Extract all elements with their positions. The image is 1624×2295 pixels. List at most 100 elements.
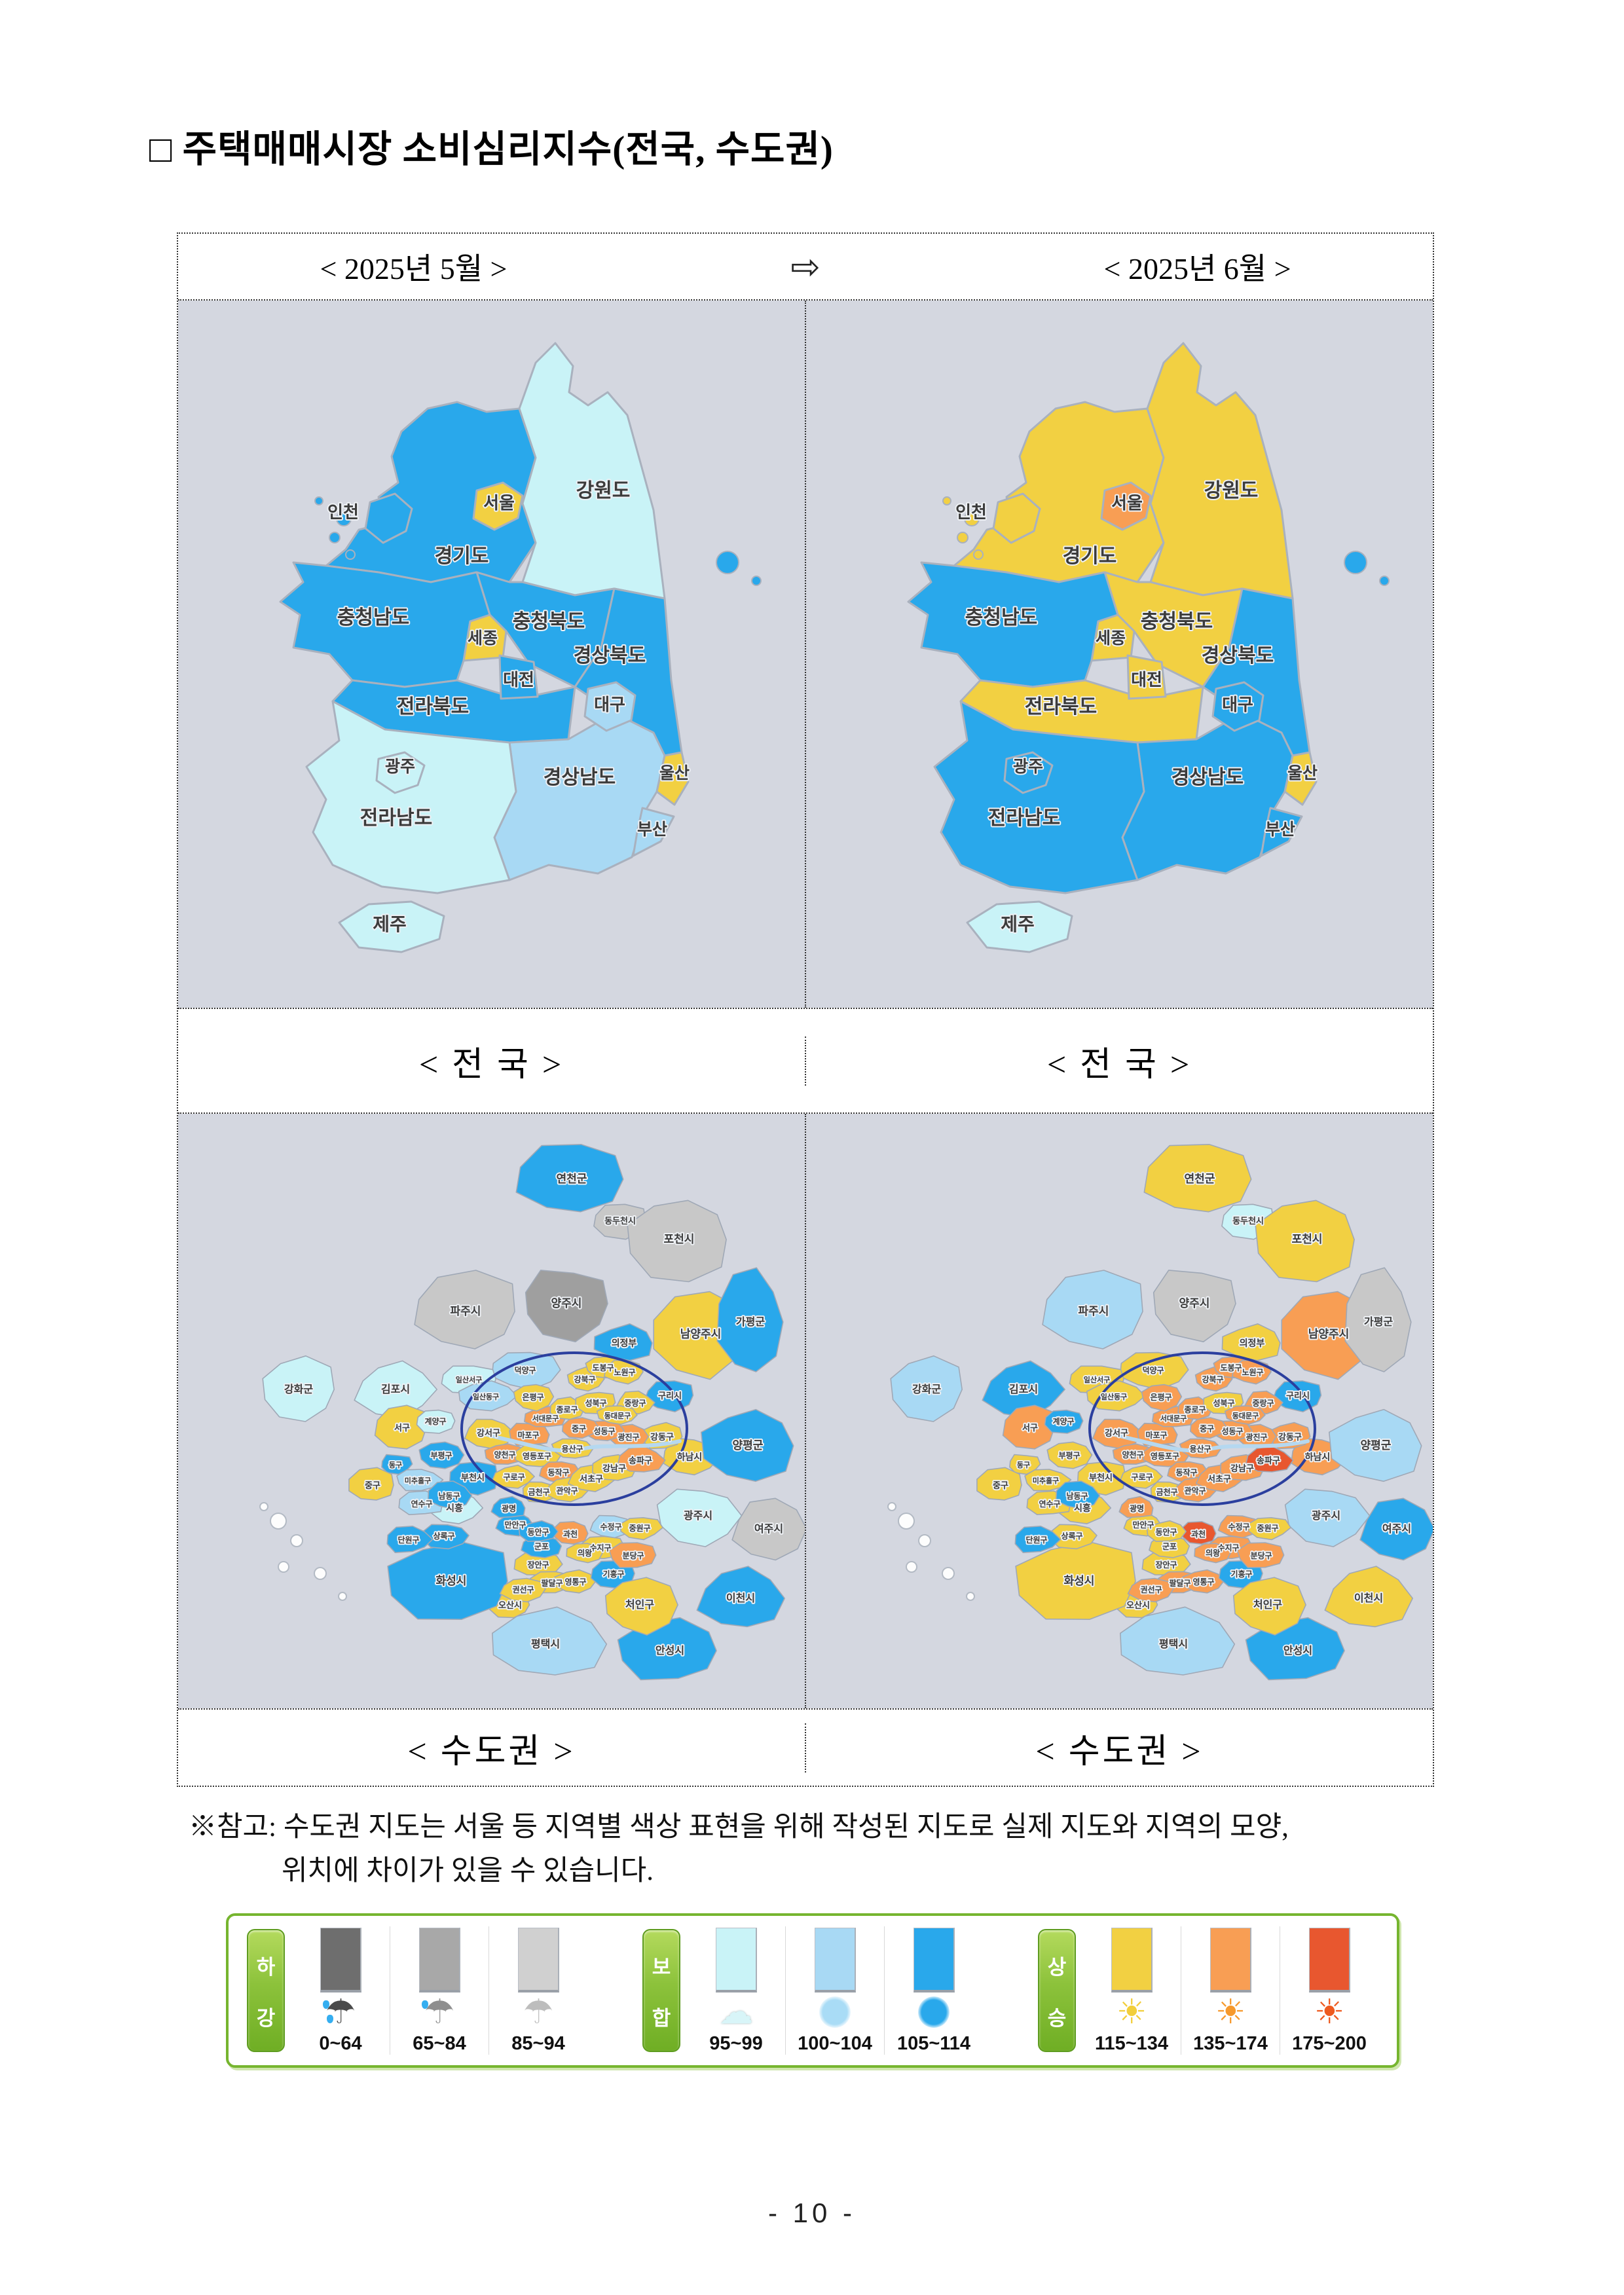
legend-group-보합: 보 합 ☁ 95~99 100~104 105~114 xyxy=(642,1926,983,2055)
region-label-동대문구: 동대문구 xyxy=(1232,1411,1259,1420)
region-label-종로구: 종로구 xyxy=(556,1405,578,1414)
region-광명 xyxy=(490,1496,526,1518)
region-label-중구: 중구 xyxy=(365,1480,380,1490)
region-서구 xyxy=(1002,1405,1055,1450)
region-label-상록구: 상록구 xyxy=(1061,1531,1082,1541)
region-label-덕양구: 덕양구 xyxy=(1142,1365,1164,1375)
region-label-구리시: 구리시 xyxy=(658,1391,682,1401)
legend-range: 0~64 xyxy=(319,2033,362,2054)
legend-range: 115~134 xyxy=(1094,2033,1169,2054)
region-label-남양주시: 남양주시 xyxy=(680,1328,722,1340)
region-label-중구: 중구 xyxy=(993,1480,1008,1490)
region-label-미추홀구: 미추홀구 xyxy=(1033,1476,1059,1485)
region-label-의왕: 의왕 xyxy=(578,1548,592,1558)
table-header-row: < 2025년 5월 > ⇨ < 2025년 6월 > xyxy=(178,234,1433,299)
region-평택시 xyxy=(492,1606,608,1676)
region-label-연수구: 연수구 xyxy=(411,1499,432,1509)
legend-range: 105~114 xyxy=(896,2033,971,2054)
region-label-양평군: 양평군 xyxy=(733,1439,764,1452)
region-label-강동구: 강동구 xyxy=(650,1432,674,1442)
region-label-구로구: 구로구 xyxy=(503,1473,525,1482)
region-label-평택시: 평택시 xyxy=(531,1638,560,1650)
region-label-은평구: 은평구 xyxy=(522,1393,544,1402)
region-label-의왕: 의왕 xyxy=(1206,1548,1220,1558)
header-may-label: < 2025년 5월 > xyxy=(320,252,507,285)
region-울릉도 xyxy=(751,576,762,586)
region-label-시흥: 시흥 xyxy=(446,1503,463,1513)
region-label-중랑구: 중랑구 xyxy=(624,1399,646,1408)
region-가평군 xyxy=(716,1267,784,1372)
region-label-분당구: 분당구 xyxy=(1250,1551,1272,1560)
region-중구 xyxy=(562,1417,600,1439)
legend-item: ☂ 0~64 xyxy=(291,1926,390,2055)
header-june-label: < 2025년 6월 > xyxy=(1103,252,1291,285)
region-전라남도 xyxy=(305,700,517,894)
region-label-하남시: 하남시 xyxy=(1305,1452,1331,1462)
region-label-남동구: 남동구 xyxy=(438,1491,460,1501)
region-label-장안구: 장안구 xyxy=(1155,1560,1177,1570)
region-광주 xyxy=(375,751,426,794)
region-label-중구: 중구 xyxy=(1200,1424,1214,1433)
region-의정부 xyxy=(593,1323,653,1361)
region-중구 xyxy=(1190,1417,1228,1439)
region-노원구 xyxy=(1232,1359,1272,1385)
national-label-row: < 전 국 > < 전 국 > xyxy=(178,1008,1433,1112)
region-서해도서 xyxy=(336,511,352,526)
island xyxy=(887,1502,896,1511)
legend-item: ☀ 175~200 xyxy=(1280,1926,1378,2055)
region-서해도서 xyxy=(314,496,323,505)
island xyxy=(918,1534,931,1547)
region-남동구 xyxy=(427,1480,473,1509)
region-여주시 xyxy=(1359,1497,1433,1561)
comparison-table: < 2025년 5월 > ⇨ < 2025년 6월 > 경기도 강원도 충청북도 충청… xyxy=(177,232,1434,1787)
region-label-강남구: 강남구 xyxy=(1230,1463,1254,1473)
region-label-포천시: 포천시 xyxy=(1292,1233,1323,1245)
region-label-강남구: 강남구 xyxy=(602,1463,626,1473)
region-label-일산서구: 일산서구 xyxy=(1084,1375,1110,1384)
region-label-오산시: 오산시 xyxy=(498,1600,522,1610)
region-광주시 xyxy=(656,1488,743,1547)
region-label-권선구: 권선구 xyxy=(512,1585,534,1594)
legend-group-상승: 상 승 ☀ 115~134 ☀ 135~174 ☀ 175~200 xyxy=(1038,1926,1378,2055)
region-label-군포: 군포 xyxy=(534,1542,549,1551)
capital-map-may-cell: 연천군 동두천시 포천시 파주시 양주시 의정부 남양주시 가평군 구리시 하남시 양평군 광주시 여주… xyxy=(178,1114,805,1708)
region-label-성북구: 성북구 xyxy=(585,1399,606,1408)
sun-icon: ☀ xyxy=(1314,1992,1345,2032)
color-swatch xyxy=(913,1928,955,1992)
region-label-파주시: 파주시 xyxy=(1079,1305,1109,1317)
fuzzy-ball-icon xyxy=(918,1994,950,2031)
region-label-대전: 대전 xyxy=(503,670,534,689)
color-swatch xyxy=(1111,1928,1153,1992)
legend-item: 100~104 xyxy=(785,1926,884,2055)
region-label-강북구: 강북구 xyxy=(1202,1375,1223,1384)
region-동안구 xyxy=(1146,1520,1187,1542)
region-미추홀구 xyxy=(1024,1469,1072,1492)
island xyxy=(966,1592,975,1601)
region-대구 xyxy=(583,681,637,732)
color-legend: 하 강 ☂ 0~64 ☂ 65~84 ☂ 85~94 보 합 ☁ 95~99 100~104 105~11… xyxy=(226,1913,1399,2068)
region-label-중원구: 중원구 xyxy=(1257,1524,1278,1533)
han-river xyxy=(1113,1433,1310,1453)
region-label-연천군: 연천군 xyxy=(1185,1173,1215,1185)
region-평택시 xyxy=(1120,1606,1236,1676)
region-label-충청남도: 충청남도 xyxy=(965,607,1037,629)
region-노원구 xyxy=(604,1359,644,1385)
region-label-인천: 인천 xyxy=(955,502,987,522)
region-label-대구: 대구 xyxy=(1222,695,1253,714)
region-label-남동구: 남동구 xyxy=(1066,1491,1088,1501)
sun-icon: ☀ xyxy=(1215,1992,1246,2032)
region-서해도서 xyxy=(942,496,951,505)
region-label-노원구: 노원구 xyxy=(614,1368,635,1377)
region-양천구 xyxy=(1112,1443,1151,1465)
region-이천시 xyxy=(696,1566,785,1628)
han-river xyxy=(485,1433,682,1453)
region-은평구 xyxy=(1141,1384,1183,1412)
region-label-중랑구: 중랑구 xyxy=(1252,1399,1274,1408)
region-남동구 xyxy=(1055,1480,1101,1509)
region-label-시흥: 시흥 xyxy=(1074,1503,1091,1513)
legend-range: 135~174 xyxy=(1193,2033,1268,2054)
region-제주 xyxy=(966,900,1073,953)
region-송파구 xyxy=(1245,1446,1294,1473)
region-label-서구: 서구 xyxy=(1022,1423,1038,1433)
